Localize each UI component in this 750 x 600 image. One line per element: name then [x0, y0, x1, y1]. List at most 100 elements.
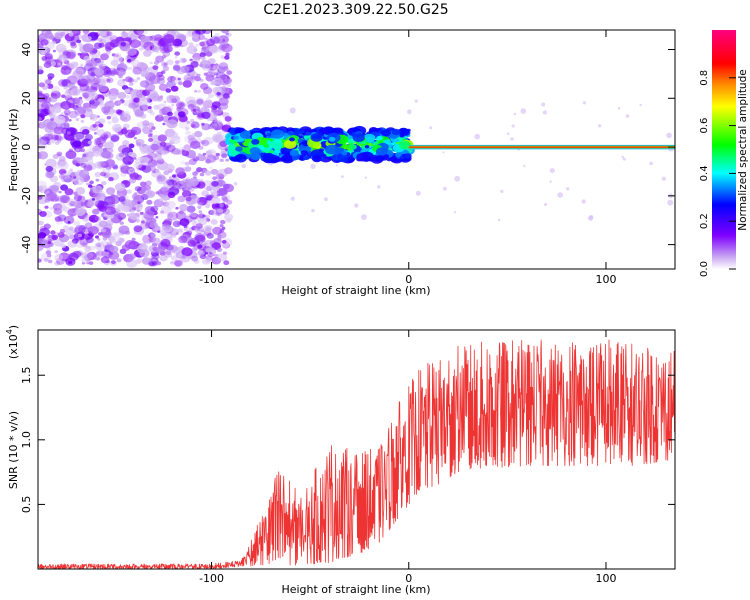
heatmap-cell: [109, 232, 121, 242]
heatmap-cell: [186, 121, 191, 124]
heatmap-cell: [99, 77, 107, 83]
heatmap-cell: [621, 155, 624, 159]
heatmap-cell: [90, 57, 96, 62]
heatmap-cell: [124, 36, 132, 43]
heatmap-cell: [310, 163, 316, 170]
heatmap-cell: [81, 262, 85, 265]
heatmap-cell: [145, 190, 156, 198]
heatmap-cell: [75, 208, 86, 217]
heatmap-cell: [92, 208, 100, 215]
heatmap-cell: [122, 111, 131, 118]
heatmap-cell: [141, 165, 152, 173]
snr-ticks: -100 0 100 0.5 1.0 1.5: [20, 330, 675, 585]
heatmap-cell: [224, 116, 232, 122]
heatmap-cell: [85, 85, 90, 89]
heatmap-cell: [218, 107, 222, 110]
heatmap-cell: [116, 258, 122, 263]
heatmap-cell: [108, 251, 120, 260]
heatmap-cell: [68, 110, 78, 119]
heatmap-cell: [140, 70, 149, 78]
heatmap-cell: [117, 92, 127, 100]
heatmap-y-tick-label: 40: [20, 43, 33, 57]
heatmap-cell: [80, 63, 84, 67]
heatmap-cell: [118, 74, 123, 79]
heatmap-cell: [86, 251, 97, 260]
heatmap-cell: [120, 41, 127, 47]
heatmap-cell: [136, 142, 142, 147]
heatmap-cell: [194, 130, 203, 138]
heatmap-cell: [213, 258, 222, 265]
heatmap-cell: [204, 252, 209, 255]
heatmap-cell: [147, 234, 151, 238]
heatmap-cell: [111, 124, 122, 133]
heatmap-cell: [151, 252, 160, 260]
heatmap-cell: [213, 64, 220, 70]
heatmap-cell: [223, 260, 230, 266]
heatmap-cell: [123, 100, 131, 107]
heatmap-cell: [67, 208, 78, 217]
heatmap-cell: [203, 136, 214, 145]
heatmap-cell: [164, 251, 173, 258]
heatmap-cell: [49, 113, 57, 120]
heatmap-cell: [165, 88, 172, 93]
heatmap-cell: [54, 261, 61, 266]
heatmap-cell: [160, 238, 171, 248]
heatmap-cell: [217, 234, 222, 238]
heatmap-cell: [110, 135, 120, 143]
colorbar-tick-label: 0.2: [699, 213, 710, 229]
heatmap-cell: [128, 98, 133, 102]
heatmap-cell: [205, 51, 213, 57]
heatmap-cell: [133, 157, 137, 160]
heatmap-cell: [341, 175, 344, 179]
heatmap-cell: [159, 187, 170, 195]
heatmap-cell: [202, 152, 207, 156]
heatmap-cell: [178, 235, 188, 244]
heatmap-cell: [133, 225, 143, 233]
heatmap-cell: [549, 168, 555, 174]
heatmap-cell: [175, 211, 187, 220]
heatmap-cell: [415, 190, 421, 196]
heatmap-cell: [204, 187, 208, 190]
heatmap-cell: [157, 134, 168, 142]
heatmap-cell: [54, 254, 64, 262]
page-title: C2E1.2023.309.22.50.G25: [263, 2, 448, 18]
heatmap-cell: [47, 241, 52, 245]
heatmap-cell: [443, 186, 447, 191]
heatmap-cell: [192, 156, 200, 162]
heatmap-cell: [105, 77, 114, 84]
heatmap-cell: [88, 245, 95, 251]
heatmap-cell: [80, 114, 86, 119]
heatmap-cell: [122, 140, 130, 147]
heatmap-cell: [68, 32, 74, 37]
heatmap-cell: [290, 196, 295, 201]
heatmap-cell: [210, 123, 218, 129]
snr-chart: -100 0 100 0.5 1.0 1.5 Height of straight lin…: [5, 325, 676, 596]
heatmap-cell: [79, 78, 88, 86]
heatmap-cell: [196, 108, 200, 112]
heatmap-cell: [72, 250, 82, 258]
heatmap-cell: [140, 221, 150, 230]
heatmap-cell: [190, 75, 196, 80]
heatmap-cell: [173, 65, 181, 72]
heatmap-cell: [186, 76, 195, 84]
heatmap-cell: [158, 83, 168, 91]
heatmap-cell: [61, 94, 66, 98]
heatmap-cell: [200, 83, 209, 90]
heatmap-cell: [186, 45, 198, 55]
heatmap-cell: [171, 148, 181, 155]
heatmap-cell: [108, 176, 114, 182]
heatmap-cell: [132, 207, 136, 211]
heatmap-cell: [211, 257, 221, 265]
heatmap-cell: [54, 216, 62, 222]
heatmap-cell: [195, 30, 207, 35]
heatmap-cell: [148, 122, 154, 127]
heatmap-cell: [156, 175, 168, 185]
heatmap-cell: [349, 144, 357, 150]
heatmap-cell: [361, 214, 367, 221]
heatmap-cell: [138, 96, 150, 106]
heatmap-cell: [162, 167, 168, 172]
heatmap-cell: [117, 100, 122, 104]
heatmap-cell: [149, 220, 155, 225]
heatmap-cell: [239, 130, 251, 139]
